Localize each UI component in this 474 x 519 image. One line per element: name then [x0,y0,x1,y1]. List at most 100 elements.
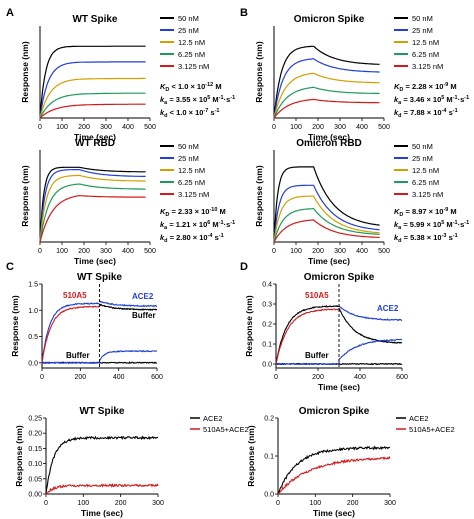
x-tick-label: 300 [334,124,346,131]
annotation-label: Buffer [66,351,90,360]
legend-label: 510A5+ACE2 [203,425,249,434]
y-axis-label: Response (nm) [20,41,30,103]
kinetics-line: kd < 1.0 × 10-7 s-1 [160,108,219,119]
x-tick-label: 200 [78,124,90,131]
series-line-25-nM [273,184,380,243]
legend-label: 3.125 nM [412,190,443,199]
x-tick-label: 100 [56,248,68,255]
chart-title: Omicron Spike [299,406,370,417]
legend-label: 25 nM [412,26,433,35]
x-tick-label: 400 [356,248,368,255]
legend-label: 6.25 nM [178,50,205,59]
legend-label: 3.125 nM [412,62,443,71]
series-line-black-right-top [338,308,403,344]
y-axis-label: Response (nm) [254,165,264,227]
y-tick-label: 0.0 [264,492,274,499]
series-line-3-125-nM [273,98,380,119]
kinetics-line: KD < 1.0 × 10-12 M [160,82,222,93]
y-axis-label: Response (nm) [254,41,264,103]
series-line-12-5-nM [273,195,380,243]
panel-label-b: B [240,7,248,19]
chart-title: WT Spike [72,14,117,25]
kinetics-line: KD = 2.33 × 10-10 M [160,207,226,218]
x-tick-label: 0 [276,500,280,507]
legend-label: 50 nM [178,14,199,23]
series-line-25-nM [39,61,146,119]
y-axis-label: Response (nm) [246,425,256,487]
x-tick-label: 300 [152,500,164,507]
x-tick-label: 200 [312,124,324,131]
chart-title: Omicron Spike [294,14,365,25]
kinetics-line: ka = 3.46 × 105 M-1·s-1 [394,95,469,106]
x-tick-label: 200 [312,248,324,255]
y-axis-label: Response (nm) [14,425,24,487]
chart-c-bottom: WT Spike 0 100 200 300 0.00 0.05 0.10 0.15 0.20 0.… [14,406,249,518]
kinetics-omicron-spike: KD = 2.28 × 10-9 M ka = 3.46 × 105 M-1·s-… [394,82,469,119]
kinetics-wt-rbd: KD = 2.33 × 10-10 M ka = 1.21 × 106 M-1·s… [160,207,235,244]
y-axis-label: Response (nm) [244,295,254,357]
x-tick-label: 100 [77,500,89,507]
y-tick-label: 1.5 [28,282,38,289]
legend-label: 510A5+ACE2 [409,425,455,434]
legend-label: 25 nM [412,154,433,163]
x-tick-label: 300 [334,248,346,255]
annotation-label: 510A5 [305,291,329,300]
y-tick-label: 0.00 [28,492,42,499]
legend-label: 6.25 nM [412,178,439,187]
series-line-ACE2 [277,445,391,495]
legend-label: 3.125 nM [178,62,209,71]
series-line-ACE2 [45,435,159,495]
panel-label-c: C [6,261,14,273]
x-tick-label: 0 [40,374,44,381]
x-tick-label: 400 [122,124,134,131]
x-tick-label: 300 [100,248,112,255]
kinetics-omicron-rbd: KD = 8.97 × 10-9 M ka = 5.99 × 105 M-1·s-… [394,207,469,244]
y-tick-label: 0.05 [28,476,42,483]
legend-label: 12.5 nM [412,166,439,175]
series-line-black-right-top [99,303,158,311]
series-line-3-125-nM [39,103,146,119]
series-line-25-nM [273,58,380,119]
x-tick-label: 0 [272,248,276,255]
y-axis-label: Response (nm) [20,165,30,227]
annotation-label: ACE2 [377,304,399,313]
x-tick-label: 200 [115,500,127,507]
legend-label: 12.5 nM [178,38,205,47]
series-line-red-left [41,305,100,363]
annotation-label: ACE2 [132,292,154,301]
series-line-blue-left [41,302,100,364]
legend-label: 25 nM [178,154,199,163]
x-tick-label: 100 [290,248,302,255]
kinetics-line: ka = 1.21 × 106 M-1·s-1 [160,220,235,231]
kinetics-line: KD = 8.97 × 10-9 M [394,207,457,218]
chart-omicron-rbd: Omicron RBD 0 100 200 300 400 500 Time (sec) Res… [254,138,443,266]
x-tick-label: 300 [100,124,112,131]
kinetics-line: KD = 2.28 × 10-9 M [394,82,457,93]
y-tick-label: 0.0 [28,360,38,367]
x-tick-label: 200 [312,374,324,381]
x-tick-label: 0 [38,124,42,131]
legend-label: 25 nM [178,26,199,35]
panel-label-d: D [240,261,248,273]
x-tick-label: 0 [44,500,48,507]
series-line-6-25-nM [273,207,380,243]
legend-label: ACE2 [409,414,429,423]
legend-label: 3.125 nM [178,190,209,199]
x-axis-label: Time (sec) [313,508,355,518]
series-line-3-125-nM [273,219,380,243]
y-tick-label: 0.3 [262,302,272,309]
kinetics-line: kd = 5.38 × 10-3 s-1 [394,233,458,244]
legend-label: 6.25 nM [412,50,439,59]
chart-d-bottom: Omicron Spike 0 100 200 300 0.0 0.1 0.2 Time (se… [246,406,455,518]
x-tick-label: 500 [378,124,390,131]
y-tick-label: 0.25 [28,416,42,423]
series-line-25-nM [39,169,146,243]
chart-title: Omicron Spike [304,272,375,283]
series-line-510A5-ACE2 [45,483,159,495]
annotation-label: Buffer [305,351,329,360]
y-tick-label: 0.2 [264,416,274,423]
series-line-50-nM [273,166,380,243]
x-tick-label: 0 [274,374,278,381]
kinetics-line: kd = 7.88 × 10-4 s-1 [394,108,458,119]
y-tick-label: 0.20 [28,431,42,438]
